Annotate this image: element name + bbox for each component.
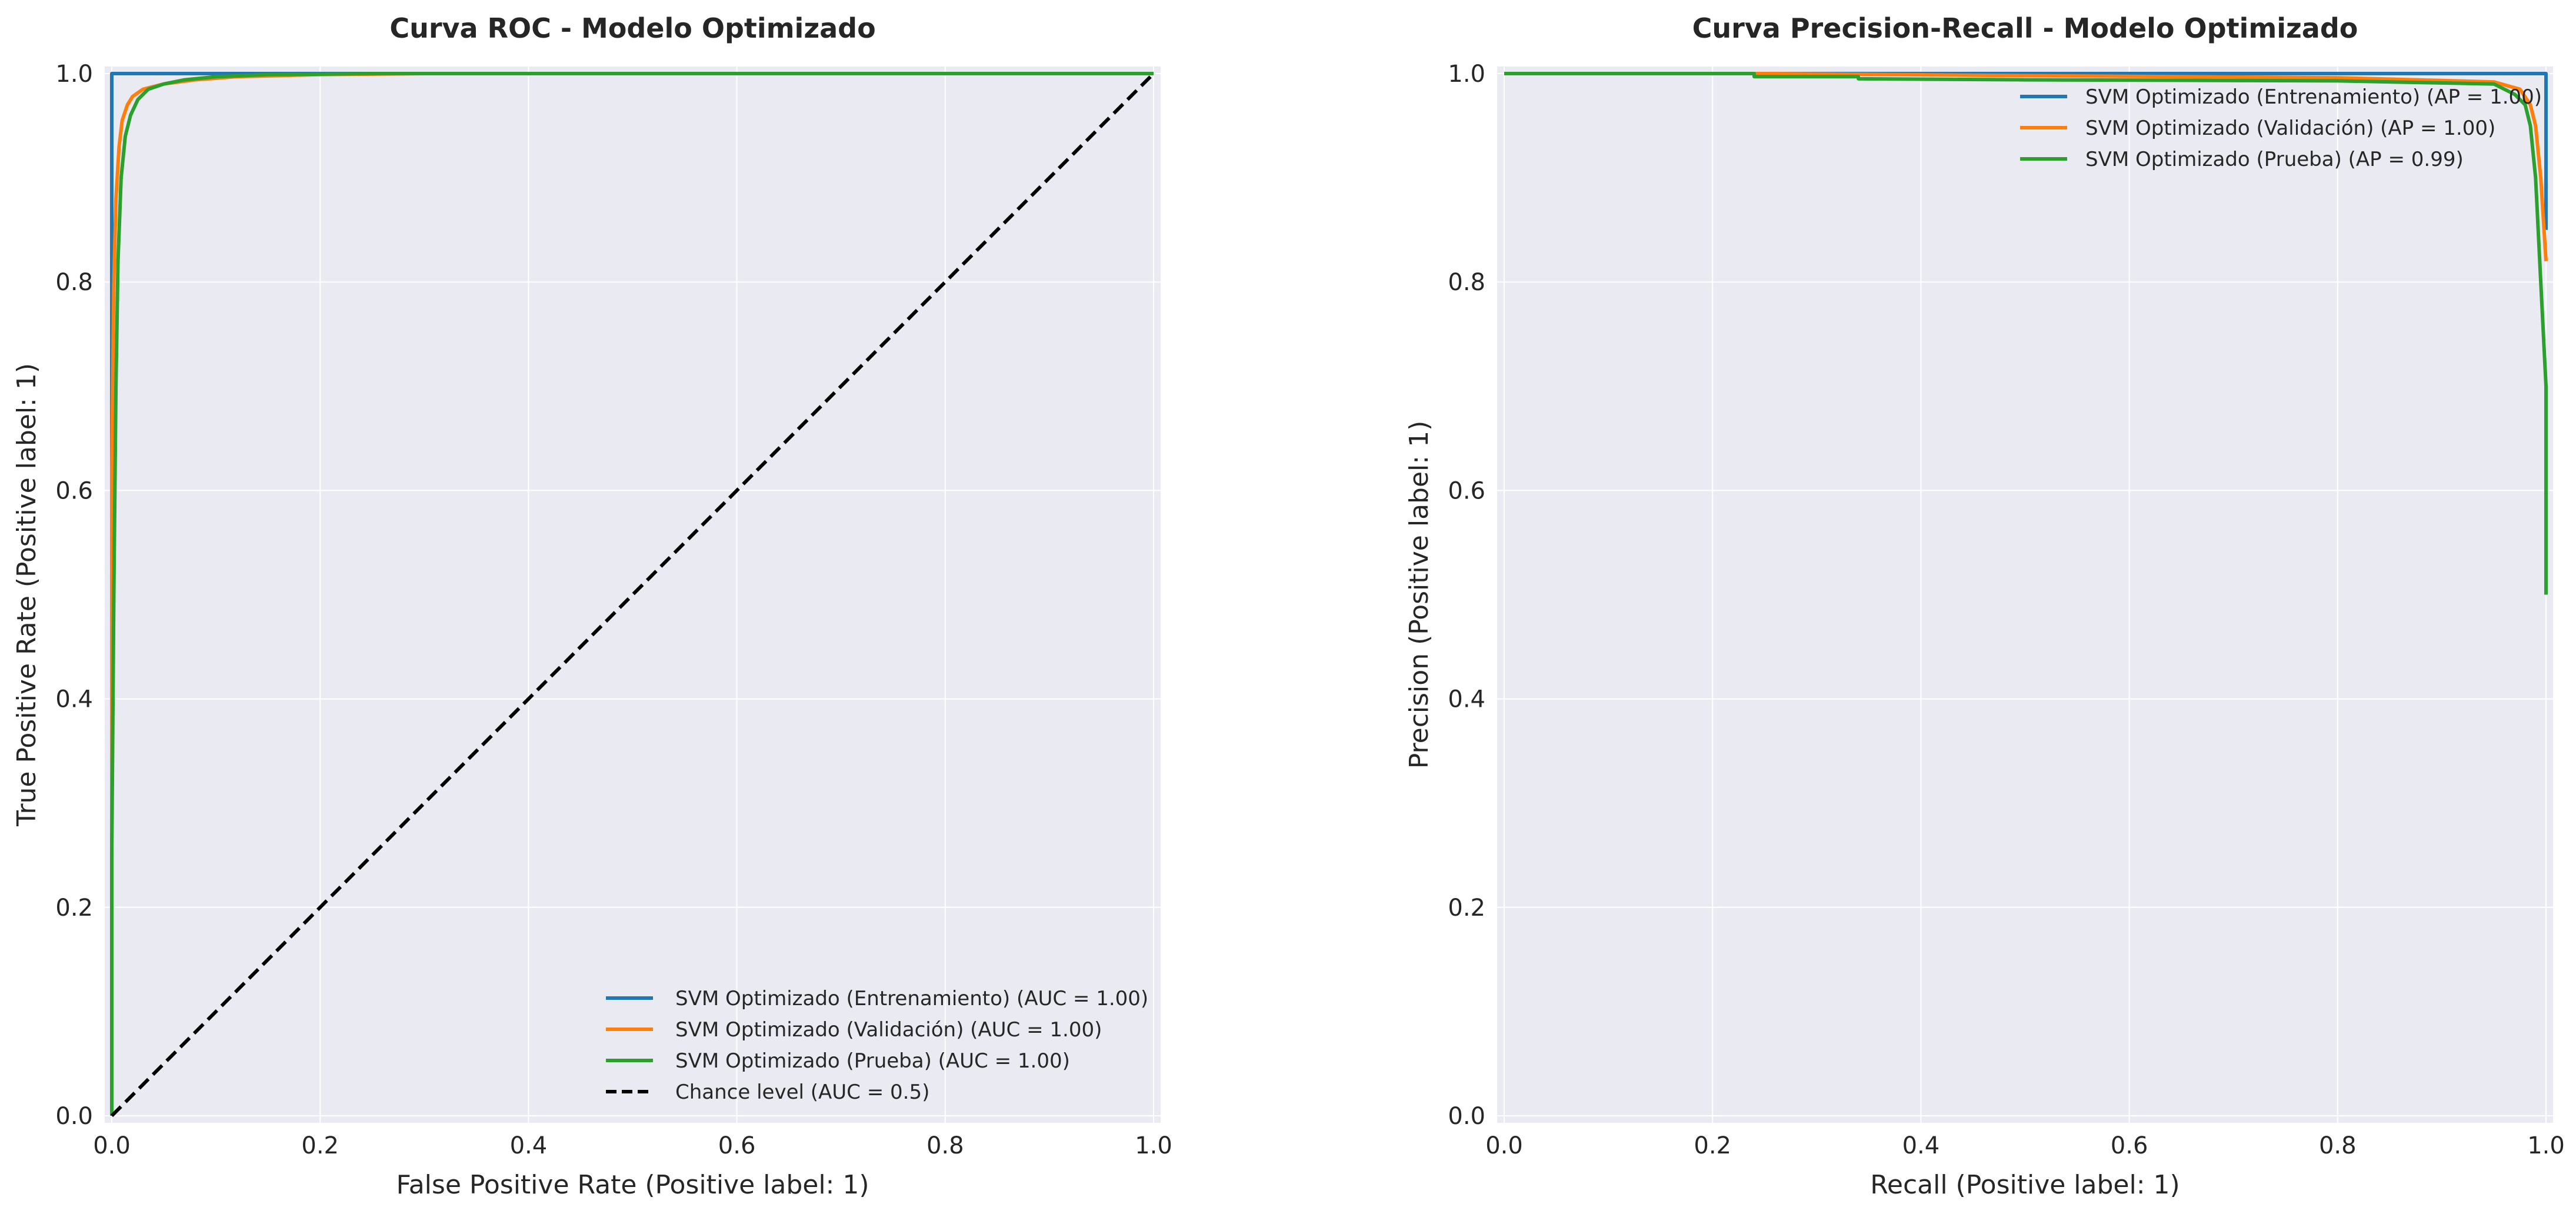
pr-y-tick-label: 1.0 (1448, 61, 1485, 88)
roc-legend-entry: SVM Optimizado (Prueba) (AUC = 1.00) (675, 1049, 1070, 1073)
pr-legend-entry: SVM Optimizado (Entrenamiento) (AP = 1.0… (2085, 85, 2542, 109)
roc-grid (105, 66, 1161, 1123)
roc-x-axis-label: False Positive Rate (Positive label: 1) (396, 1170, 869, 1200)
roc-tick-labels: 0.0 0.2 0.4 0.6 0.8 1.0 0.0 0.2 0.4 0.6 0.8 1.0 (55, 61, 1172, 1159)
pr-legend: SVM Optimizado (Entrenamiento) (AP = 1.0… (2020, 85, 2542, 171)
pr-series-line-2 (1504, 72, 2548, 595)
roc-y-tick-label: 0.6 (55, 477, 93, 504)
pr-x-tick-label: 0.2 (1694, 1132, 1731, 1159)
roc-series-line-3 (110, 72, 1155, 1118)
roc-x-tick-label: 0.2 (301, 1132, 339, 1159)
pr-y-tick-label: 0.4 (1448, 686, 1485, 713)
pr-chart-title: Curva Precision-Recall - Modelo Optimiza… (1692, 12, 2358, 44)
pr-legend-entry: SVM Optimizado (Validación) (AP = 1.00) (2085, 117, 2495, 140)
pr-x-tick-label: 0.8 (2319, 1132, 2357, 1159)
roc-series-line-2 (110, 72, 1154, 1116)
pr-x-tick-label: 0.6 (2111, 1132, 2148, 1159)
roc-y-tick-label: 1.0 (55, 61, 93, 88)
pr-plot-area (1497, 66, 2553, 1123)
roc-y-tick-label: 0.2 (55, 895, 93, 922)
roc-legend-entry: Chance level (AUC = 0.5) (675, 1080, 929, 1104)
roc-chart: 0.0 0.2 0.4 0.6 0.8 1.0 0.0 0.2 0.4 0.6 0.8 1.0 Cur… (12, 12, 1172, 1200)
roc-legend-entry: SVM Optimizado (Entrenamiento) (AUC = 1.… (675, 987, 1148, 1010)
pr-legend-entry: SVM Optimizado (Prueba) (AP = 0.99) (2085, 148, 2464, 171)
roc-x-tick-label: 0.0 (93, 1132, 131, 1159)
pr-series-layer (1504, 72, 2548, 595)
pr-x-tick-label: 1.0 (2527, 1132, 2565, 1159)
pr-y-tick-label: 0.0 (1448, 1103, 1485, 1130)
roc-series-layer (110, 72, 1155, 1118)
roc-legend-entry: SVM Optimizado (Validación) (AUC = 1.00) (675, 1018, 1102, 1042)
roc-chart-title: Curva ROC - Modelo Optimizado (389, 12, 875, 44)
roc-x-tick-label: 0.4 (510, 1132, 548, 1159)
pr-series-line-1 (1504, 72, 2548, 261)
roc-y-tick-label: 0.0 (55, 1103, 93, 1130)
pr-series-line-0 (1504, 72, 2548, 230)
pr-y-tick-label: 0.2 (1448, 895, 1485, 922)
pr-tick-labels: 0.0 0.2 0.4 0.6 0.8 1.0 0.0 0.2 0.4 0.6 0.8 1.0 (1448, 61, 2564, 1159)
pr-x-tick-label: 0.0 (1485, 1132, 1523, 1159)
roc-y-tick-label: 0.8 (55, 269, 93, 296)
pr-x-tick-label: 0.4 (1902, 1132, 1940, 1159)
roc-x-tick-label: 0.6 (718, 1132, 756, 1159)
roc-y-axis-label: True Positive Rate (Positive label: 1) (12, 363, 42, 827)
roc-y-tick-label: 0.4 (55, 686, 93, 713)
roc-legend: SVM Optimizado (Entrenamiento) (AUC = 1.… (606, 987, 1148, 1104)
pr-y-tick-label: 0.6 (1448, 477, 1485, 504)
pr-x-axis-label: Recall (Positive label: 1) (1870, 1170, 2180, 1200)
pr-y-axis-label: Precision (Positive label: 1) (1404, 421, 1434, 769)
roc-x-tick-label: 1.0 (1135, 1132, 1172, 1159)
pr-y-tick-label: 0.8 (1448, 269, 1485, 296)
roc-x-tick-label: 0.8 (927, 1132, 964, 1159)
pr-chart: 0.0 0.2 0.4 0.6 0.8 1.0 0.0 0.2 0.4 0.6 0.8 1.0 Cur… (1404, 12, 2565, 1200)
